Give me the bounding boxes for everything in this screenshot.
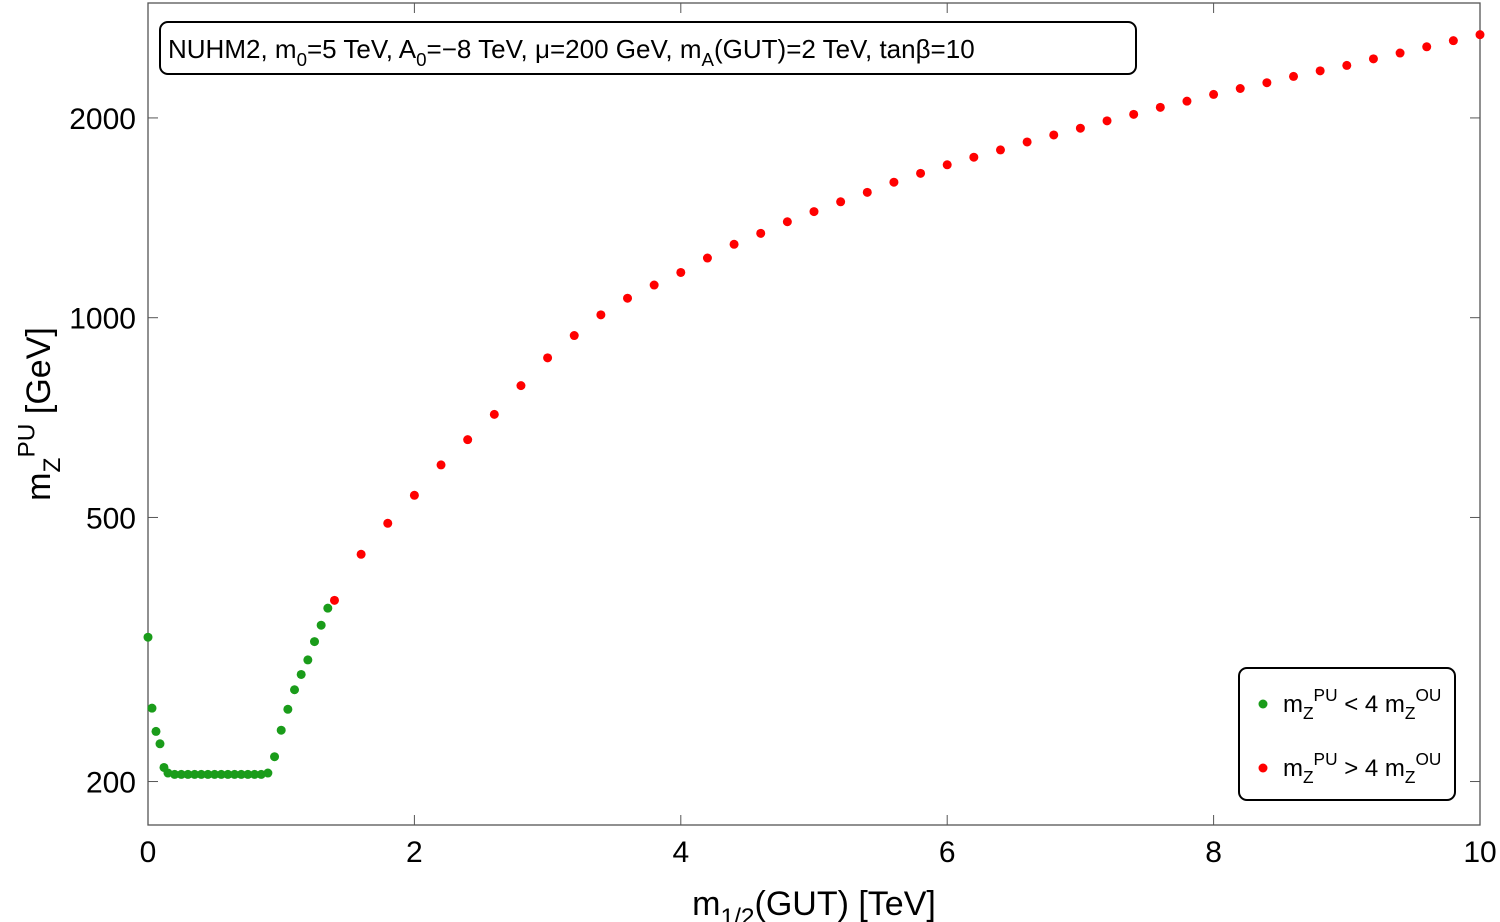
data-point: [1368, 54, 1378, 64]
data-point: [1235, 84, 1245, 94]
data-point: [409, 490, 419, 500]
legend-box: [1238, 667, 1456, 801]
legend-marker: [1258, 763, 1268, 773]
data-point: [155, 739, 165, 749]
data-point: [1395, 48, 1405, 58]
data-point: [676, 267, 686, 277]
data-point: [862, 187, 872, 197]
data-point: [436, 460, 446, 470]
data-point: [276, 725, 286, 735]
data-point: [1342, 60, 1352, 70]
data-point: [143, 632, 153, 642]
title-box: [159, 21, 1137, 75]
data-point: [1262, 78, 1272, 88]
data-point: [489, 409, 499, 419]
data-point: [463, 435, 473, 445]
data-point: [323, 603, 333, 613]
data-point: [356, 549, 366, 559]
x-tick-label: 4: [672, 836, 689, 869]
data-point: [1422, 42, 1432, 52]
data-point: [729, 239, 739, 249]
chart-title: NUHM2, m0=5 TeV, A0=−8 TeV, μ=200 GeV, m…: [168, 34, 975, 70]
data-point: [216, 769, 226, 779]
data-point: [190, 769, 200, 779]
data-point: [1315, 66, 1325, 76]
data-point: [702, 253, 712, 263]
data-point: [1102, 116, 1112, 126]
data-point: [329, 595, 339, 605]
y-tick-label: 2000: [69, 103, 136, 136]
data-point: [516, 381, 526, 391]
x-tick-label: 10: [1463, 836, 1496, 869]
data-point: [230, 769, 240, 779]
data-point: [170, 769, 180, 779]
y-tick-label: 1000: [69, 303, 136, 336]
data-point: [1448, 36, 1458, 46]
x-tick-label: 8: [1205, 836, 1222, 869]
data-point: [569, 331, 579, 341]
data-point: [809, 207, 819, 217]
data-point: [290, 685, 300, 695]
data-point: [243, 769, 253, 779]
data-point: [176, 769, 186, 779]
y-tick-label: 200: [86, 767, 136, 800]
data-point: [916, 168, 926, 178]
data-point: [303, 655, 313, 665]
data-point: [995, 145, 1005, 155]
x-tick-label: 0: [140, 836, 157, 869]
legend-label: mZPU > 4 mZOU: [1283, 749, 1441, 787]
data-point: [263, 768, 273, 778]
data-point: [543, 353, 553, 363]
data-point: [1289, 71, 1299, 81]
x-axis-label: m1/2(GUT) [TeV]: [692, 885, 936, 922]
data-point: [942, 160, 952, 170]
data-point: [183, 769, 193, 779]
data-point: [236, 769, 246, 779]
y-axis-label-group: mZPU [GeV]: [14, 327, 66, 501]
data-point: [836, 197, 846, 207]
data-point: [649, 280, 659, 290]
data-point: [283, 704, 293, 714]
y-axis-label: mZPU [GeV]: [14, 327, 66, 501]
data-point: [1049, 130, 1059, 140]
data-point: [310, 637, 319, 647]
data-point: [596, 310, 606, 320]
data-point: [151, 726, 161, 736]
data-point: [383, 518, 393, 528]
data-point: [203, 769, 213, 779]
x-tick-label: 6: [939, 836, 956, 869]
data-point: [1129, 109, 1139, 119]
y-tick-label: 500: [86, 502, 136, 535]
legend-marker: [1258, 699, 1268, 709]
data-point: [1075, 123, 1085, 133]
data-point: [210, 769, 220, 779]
data-point: [1475, 30, 1485, 40]
data-point: [1209, 89, 1219, 99]
data-point: [196, 769, 206, 779]
data-point: [1155, 102, 1165, 112]
data-point: [316, 620, 326, 630]
data-point: [1182, 96, 1192, 106]
data-point: [250, 769, 260, 779]
data-point: [223, 769, 233, 779]
data-point: [147, 703, 157, 713]
data-point: [889, 177, 899, 187]
x-tick-label: 2: [406, 836, 423, 869]
plot-frame: [147, 2, 1481, 826]
data-point: [1022, 137, 1032, 147]
data-point: [270, 752, 280, 762]
data-point: [296, 669, 306, 679]
data-point: [782, 217, 792, 227]
legend-label: mZPU < 4 mZOU: [1283, 685, 1441, 723]
data-point: [969, 152, 979, 162]
data-point: [623, 293, 633, 303]
data-point: [756, 228, 766, 238]
